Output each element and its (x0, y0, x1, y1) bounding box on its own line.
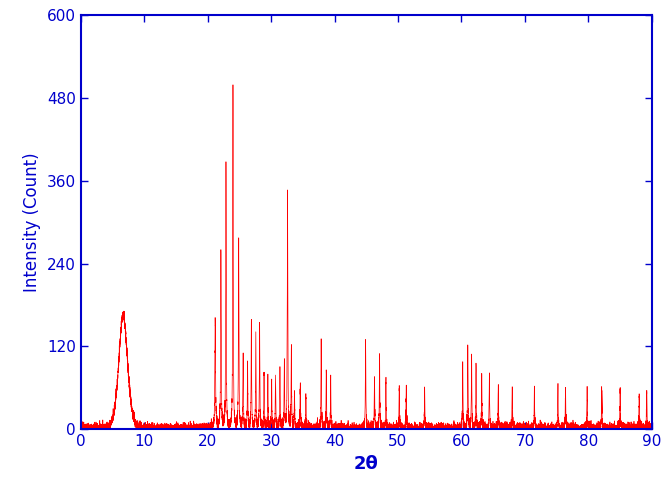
X-axis label: 2θ: 2θ (354, 455, 378, 473)
Y-axis label: Intensity (Count): Intensity (Count) (23, 152, 41, 292)
